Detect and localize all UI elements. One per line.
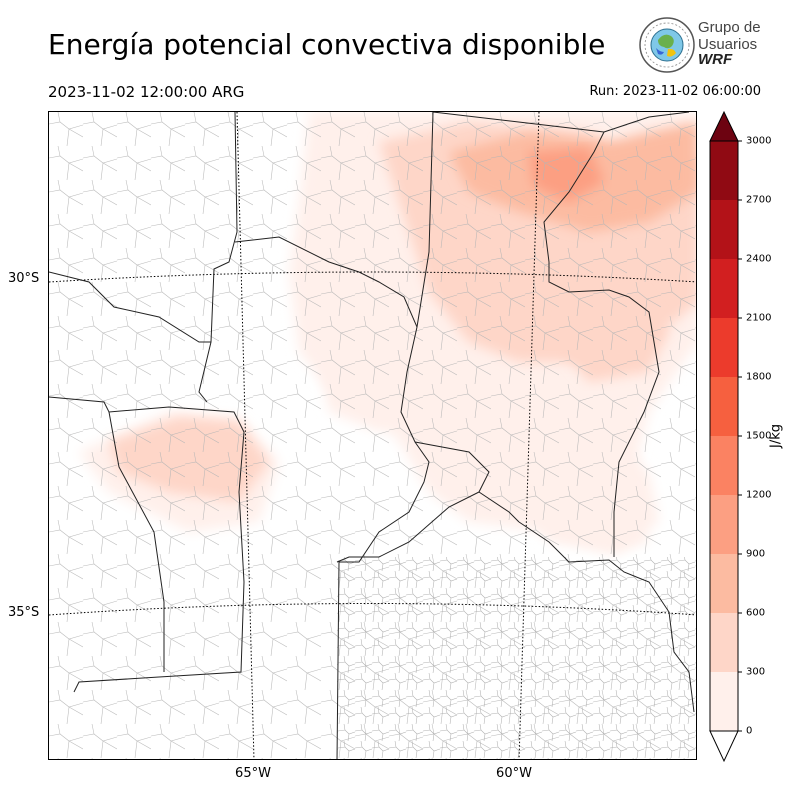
colorbar-band <box>710 259 738 318</box>
colorbar-tick-label: 2700 <box>746 194 772 206</box>
run-time: Run: 2023-11-02 06:00:00 <box>589 84 761 99</box>
colorbar-band <box>710 436 738 495</box>
lon-label-65w: 65°W <box>235 766 271 781</box>
province-boundaries <box>49 112 695 759</box>
department-boundaries <box>49 112 696 759</box>
colorbar-band <box>710 318 738 377</box>
colorbar-tick-label: 600 <box>746 607 766 619</box>
lat-label-30s: 30°S <box>8 271 40 286</box>
colorbar-band <box>710 495 738 554</box>
colorbar-tick-label: 2100 <box>746 312 772 324</box>
logo-line-2: Usuarios <box>698 36 758 53</box>
colorbar-tick-label: 2400 <box>746 253 772 265</box>
colorbar-bands <box>710 141 738 731</box>
colorbar-band <box>710 613 738 672</box>
colorbar-tick-label: 1800 <box>746 371 772 383</box>
logo-line-3: WRF <box>698 51 733 68</box>
colorbar-band <box>710 554 738 613</box>
lon-label-60w: 60°W <box>496 766 532 781</box>
colorbar-band <box>710 200 738 259</box>
valid-time: 2023-11-02 12:00:00 ARG <box>48 83 245 101</box>
colorbar-tick-label: 300 <box>746 666 766 678</box>
colorbar-band <box>710 141 738 200</box>
colorbar-band <box>710 377 738 436</box>
colorbar-unit: J/kg <box>768 424 784 448</box>
colorbar-band <box>710 672 738 731</box>
colorbar-tick-label: 900 <box>746 548 766 560</box>
graticule <box>49 112 696 759</box>
colorbar-tick-label: 3000 <box>746 135 772 147</box>
colorbar: 0 300 600 900 1200 1500 1800 2100 2400 2700 3000 <box>708 111 798 763</box>
globe-seal-icon <box>639 17 695 73</box>
lat-label-35s: 35°S <box>8 605 40 620</box>
colorbar-tick-label: 1200 <box>746 489 772 501</box>
logo-line-1: Grupo de <box>698 19 761 36</box>
colorbar-tick-label: 1500 <box>746 430 772 442</box>
colorbar-tick-label: 0 <box>746 725 753 737</box>
map-title: Energía potencial convectiva disponible <box>48 28 606 61</box>
cape-map <box>49 112 696 759</box>
map-panel <box>48 111 697 760</box>
colorbar-swatches <box>709 111 742 763</box>
logo: Grupo de Usuarios WRF <box>638 16 768 76</box>
